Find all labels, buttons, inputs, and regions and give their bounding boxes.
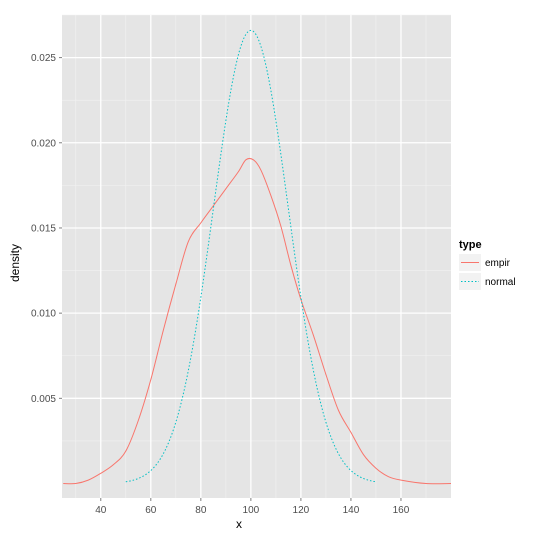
legend: type empir normal xyxy=(459,239,516,290)
y-tick-label-4: 0.025 xyxy=(31,53,56,64)
x-tick-label-120: 120 xyxy=(293,505,310,516)
y-axis: 0.005 0.010 0.015 0.020 0.025 xyxy=(31,53,62,405)
legend-label-normal: normal xyxy=(485,277,516,288)
x-tick-label-80: 80 xyxy=(195,505,207,516)
series-line-normal xyxy=(125,29,377,483)
x-tick-label-140: 140 xyxy=(343,505,360,516)
legend-title: type xyxy=(459,239,482,251)
x-tick-label-40: 40 xyxy=(95,505,107,516)
series-layer xyxy=(63,29,452,485)
grid-minor xyxy=(62,14,451,498)
y-tick-label-0: 0.005 xyxy=(31,394,56,405)
y-tick-label-3: 0.020 xyxy=(31,138,56,149)
legend-key-normal xyxy=(459,273,481,290)
plot-panel xyxy=(62,15,451,498)
x-axis-title: x xyxy=(236,517,242,531)
series-line-empir xyxy=(63,157,452,485)
y-tick-label-1: 0.010 xyxy=(31,309,56,320)
x-tick-label-100: 100 xyxy=(243,505,260,516)
x-tick-label-160: 160 xyxy=(393,505,410,516)
y-axis-title: density xyxy=(8,244,22,282)
x-tick-label-60: 60 xyxy=(145,505,157,516)
legend-label-empir: empir xyxy=(485,258,511,269)
x-axis: 40 60 80 100 120 140 160 xyxy=(95,498,410,516)
y-tick-label-2: 0.015 xyxy=(31,223,56,234)
grid-major xyxy=(62,15,451,498)
